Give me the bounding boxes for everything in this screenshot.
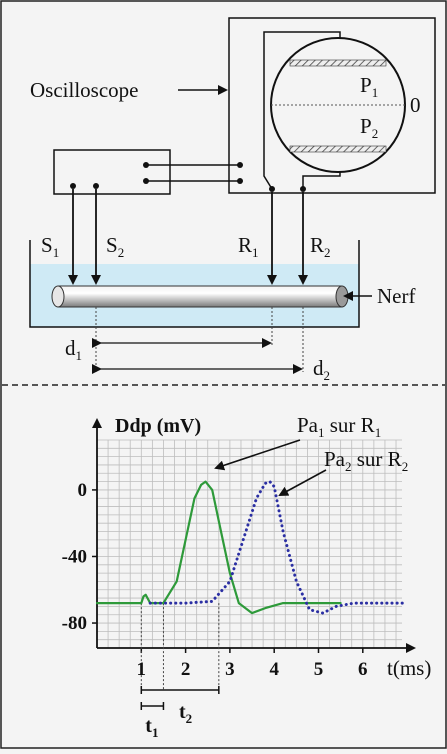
terminal (237, 178, 243, 184)
oscilloscope-wire-p2 (302, 172, 341, 189)
nerf-label: Nerf (377, 284, 415, 308)
x-tick-label: 2 (181, 659, 191, 680)
plot-axes (92, 418, 416, 710)
plot-grid (97, 439, 402, 648)
terminal-s2 (93, 183, 99, 189)
s1-label: S1 (41, 233, 59, 260)
x-tick-label: 1 (137, 659, 147, 680)
terminal-r2 (300, 186, 306, 192)
plate-p1 (289, 59, 387, 67)
terminal (143, 162, 149, 168)
s2-label: S2 (106, 233, 124, 260)
d1-label: d1 (65, 336, 82, 363)
zero-label: 0 (410, 93, 421, 117)
terminal-s1 (70, 183, 76, 189)
t1-label: t1 (145, 715, 158, 740)
x-axis-label: t(ms) (387, 656, 431, 680)
terminal-r1 (269, 186, 275, 192)
plot-labels: 0 -40 -80 1 2 3 4 5 6 Ddp (mV) t(ms) Pa1 sur R1 Pa2 … (62, 413, 432, 740)
oscilloscope-label: Oscilloscope (30, 78, 138, 102)
bath-container (29, 240, 360, 328)
x-tick-label: 4 (269, 659, 279, 680)
nerve (57, 285, 343, 308)
terminal (143, 178, 149, 184)
series-label-arrow-1 (214, 439, 301, 471)
y-tick-label: 0 (78, 480, 88, 501)
series-line-1 (95, 480, 342, 615)
x-tick-label: 6 (358, 659, 368, 680)
series-label-1: Pa1 sur R1 (297, 413, 381, 440)
x-tick-label: 5 (314, 659, 324, 680)
plot-series (95, 480, 409, 615)
y-tick-label: -40 (62, 546, 87, 567)
plate-p1-label: P1 (360, 73, 378, 100)
d2-label: d2 (313, 356, 330, 383)
series-line-2 (148, 480, 409, 615)
oscilloscope-wire-p1 (263, 31, 341, 190)
plate-p2 (289, 145, 387, 153)
nerve-end-left (51, 285, 65, 308)
t2-label: t2 (179, 701, 192, 726)
y-tick-label: -80 (62, 613, 87, 634)
terminal (237, 162, 243, 168)
r1-label: R1 (238, 233, 259, 260)
y-axis-label: Ddp (mV) (115, 415, 201, 437)
series-label-2: Pa2 sur R2 (324, 447, 408, 474)
r2-label: R2 (310, 233, 331, 260)
x-tick-label: 3 (225, 659, 235, 680)
plate-p2-label: P2 (360, 114, 378, 141)
series-label-arrow-2 (278, 469, 327, 496)
